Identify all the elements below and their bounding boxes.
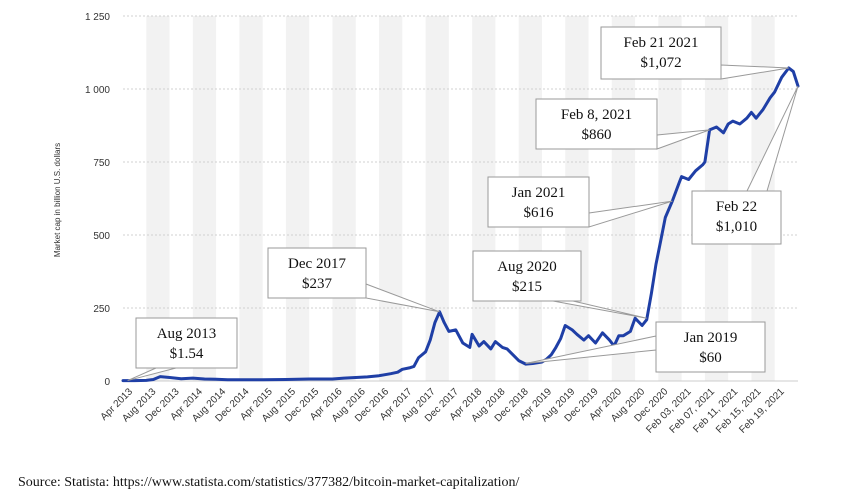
annotation-box [655,321,766,373]
annotation-text: $237 [302,276,333,292]
annotations: Aug 2013 $1.54 Dec 2017 $237 Aug 2020 $215 Jan… [127,26,799,382]
annotation-callout: Feb 21 2021 $1,072 [600,26,789,80]
annotation-callout: Feb 22 $1,010 [691,85,799,245]
annotation-callout: Dec 2017 $237 [267,247,440,313]
source-note: Source: Statista: https://www.statista.c… [18,475,520,490]
market-cap-chart: 0 250 500 750 1 000 1 250 Market cap in billi… [53,12,800,436]
y-tick-label: 1 250 [85,12,110,23]
annotation-callout: Aug 2013 $1.54 [127,317,238,382]
annotation-box [487,176,590,228]
annotation-text: $1.54 [170,346,204,362]
annotation-box [691,190,782,245]
annotation-text: Jan 2021 [512,185,566,201]
y-tick-label: 500 [93,231,110,242]
annotation-text: Aug 2020 [497,259,557,275]
annotation-text: $1,010 [716,219,757,235]
annotation-text: $60 [699,350,722,366]
column-band [425,16,449,381]
y-tick-label: 250 [93,304,110,315]
annotation-text: $1,072 [640,55,681,71]
annotation-callout: Feb 8, 2021 $860 [535,98,710,150]
y-axis-label: Market cap in billion U.S. dollars [53,143,62,257]
column-band [285,16,310,381]
column-band [658,16,682,381]
column-band [146,16,170,381]
annotation-text: $616 [524,205,555,221]
y-tick-label: 0 [104,377,110,388]
annotation-text: $860 [582,127,612,143]
y-axis-ticks: 0 250 500 750 1 000 1 250 [85,12,110,388]
annotation-box [472,250,582,302]
y-tick-label: 1 000 [85,85,110,96]
annotation-callout: Jan 2019 $60 [525,321,766,373]
annotation-callout: Aug 2020 $215 [472,250,647,319]
annotation-text: Feb 21 2021 [624,35,699,51]
annotation-text: Feb 8, 2021 [561,107,632,123]
column-band [332,16,356,381]
annotation-box [135,317,238,369]
column-band [192,16,217,381]
annotation-text: $215 [512,279,542,295]
annotation-box [600,26,722,80]
column-band [239,16,263,381]
annotation-box [535,98,658,150]
y-tick-label: 750 [93,158,110,169]
annotation-text: Jan 2019 [684,330,738,346]
annotation-text: Feb 22 [716,199,757,215]
annotation-text: Aug 2013 [157,326,217,342]
annotation-box [267,247,367,299]
annotation-text: Dec 2017 [288,256,346,272]
annotation-callout: Jan 2021 $616 [487,176,673,228]
column-band [379,16,403,381]
